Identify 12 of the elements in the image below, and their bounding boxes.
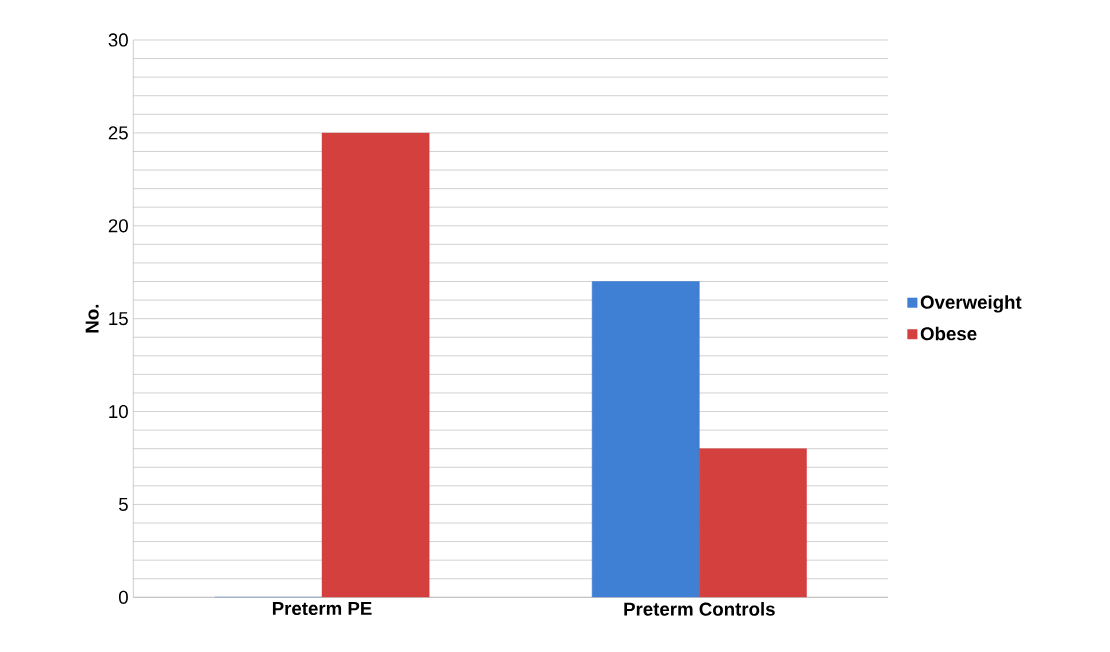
y-tick-label: 25 — [108, 126, 128, 140]
x-tick-label: Preterm PE — [272, 602, 372, 616]
y-tick-label: 0 — [118, 590, 128, 604]
y-tick-label: 10 — [109, 404, 128, 419]
y-axis-title: No. — [85, 304, 99, 333]
y-tick-label: 15 — [109, 312, 128, 326]
y-tick-label: 20 — [108, 219, 128, 233]
y-tick-label: 5 — [119, 497, 128, 511]
legend-label: Overweight — [920, 295, 1022, 313]
x-tick-label: Preterm Controls — [624, 602, 775, 616]
y-tick-label: 30 — [108, 33, 128, 47]
legend-label: Obese — [920, 326, 977, 341]
